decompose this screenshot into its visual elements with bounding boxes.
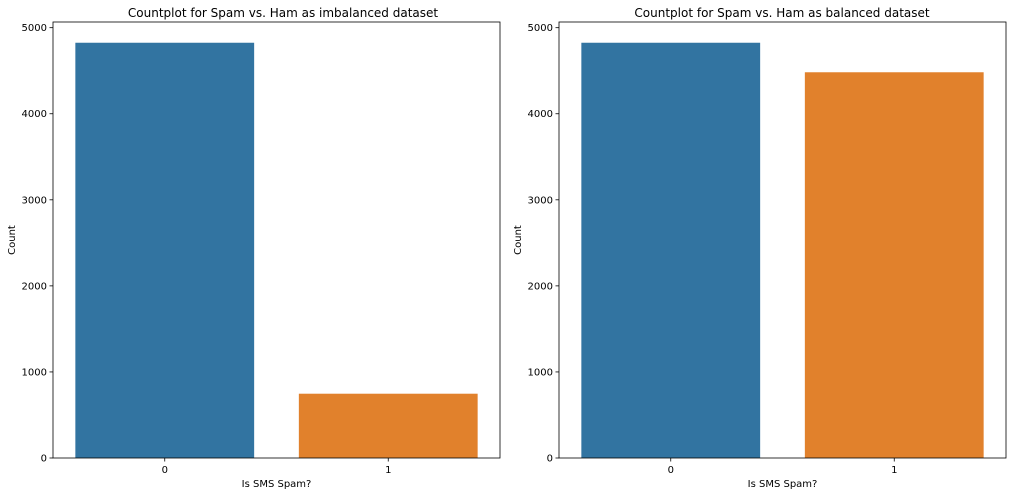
- x-tick-label: 1: [385, 465, 391, 476]
- y-tick-label: 1000: [528, 367, 553, 378]
- y-tick-label: 4000: [22, 109, 47, 120]
- bar-1: [298, 393, 478, 458]
- y-axis: 0 1000 2000 3000 4000 5000: [528, 23, 559, 465]
- bar-0: [75, 42, 255, 458]
- axes-frame: [52, 21, 501, 459]
- bar-group: [581, 42, 984, 458]
- y-tick-label: 1000: [22, 367, 47, 378]
- y-tick-label: 5000: [528, 23, 553, 34]
- y-tick-label: 4000: [528, 109, 553, 120]
- y-tick-label: 3000: [528, 195, 553, 206]
- y-tick-label: 3000: [22, 195, 47, 206]
- y-tick-label: 5000: [22, 23, 47, 34]
- bar-0: [581, 42, 761, 458]
- y-tick-label: 2000: [528, 281, 553, 292]
- bar-1: [804, 72, 984, 458]
- x-axis-label: Is SMS Spam?: [242, 479, 312, 490]
- bar-group: [75, 42, 478, 458]
- y-tick-label: 2000: [22, 281, 47, 292]
- x-tick-label: 1: [891, 465, 897, 476]
- y-axis-label: Count: [513, 225, 524, 255]
- x-axis-label: Is SMS Spam?: [748, 479, 818, 490]
- chart-title: Countplot for Spam vs. Ham as balanced d…: [634, 6, 929, 20]
- axes-frame: [558, 21, 1007, 459]
- y-tick-label: 0: [41, 454, 47, 465]
- chart-imbalanced: Countplot for Spam vs. Ham as imbalanced…: [7, 6, 501, 490]
- y-tick-label: 0: [547, 454, 553, 465]
- chart-title: Countplot for Spam vs. Ham as imbalanced…: [128, 6, 439, 20]
- x-tick-label: 0: [162, 465, 168, 476]
- y-axis-label: Count: [7, 225, 18, 255]
- chart-balanced: Countplot for Spam vs. Ham as balanced d…: [513, 6, 1007, 490]
- x-tick-label: 0: [668, 465, 674, 476]
- y-axis: 0 1000 2000 3000 4000 5000: [22, 23, 53, 465]
